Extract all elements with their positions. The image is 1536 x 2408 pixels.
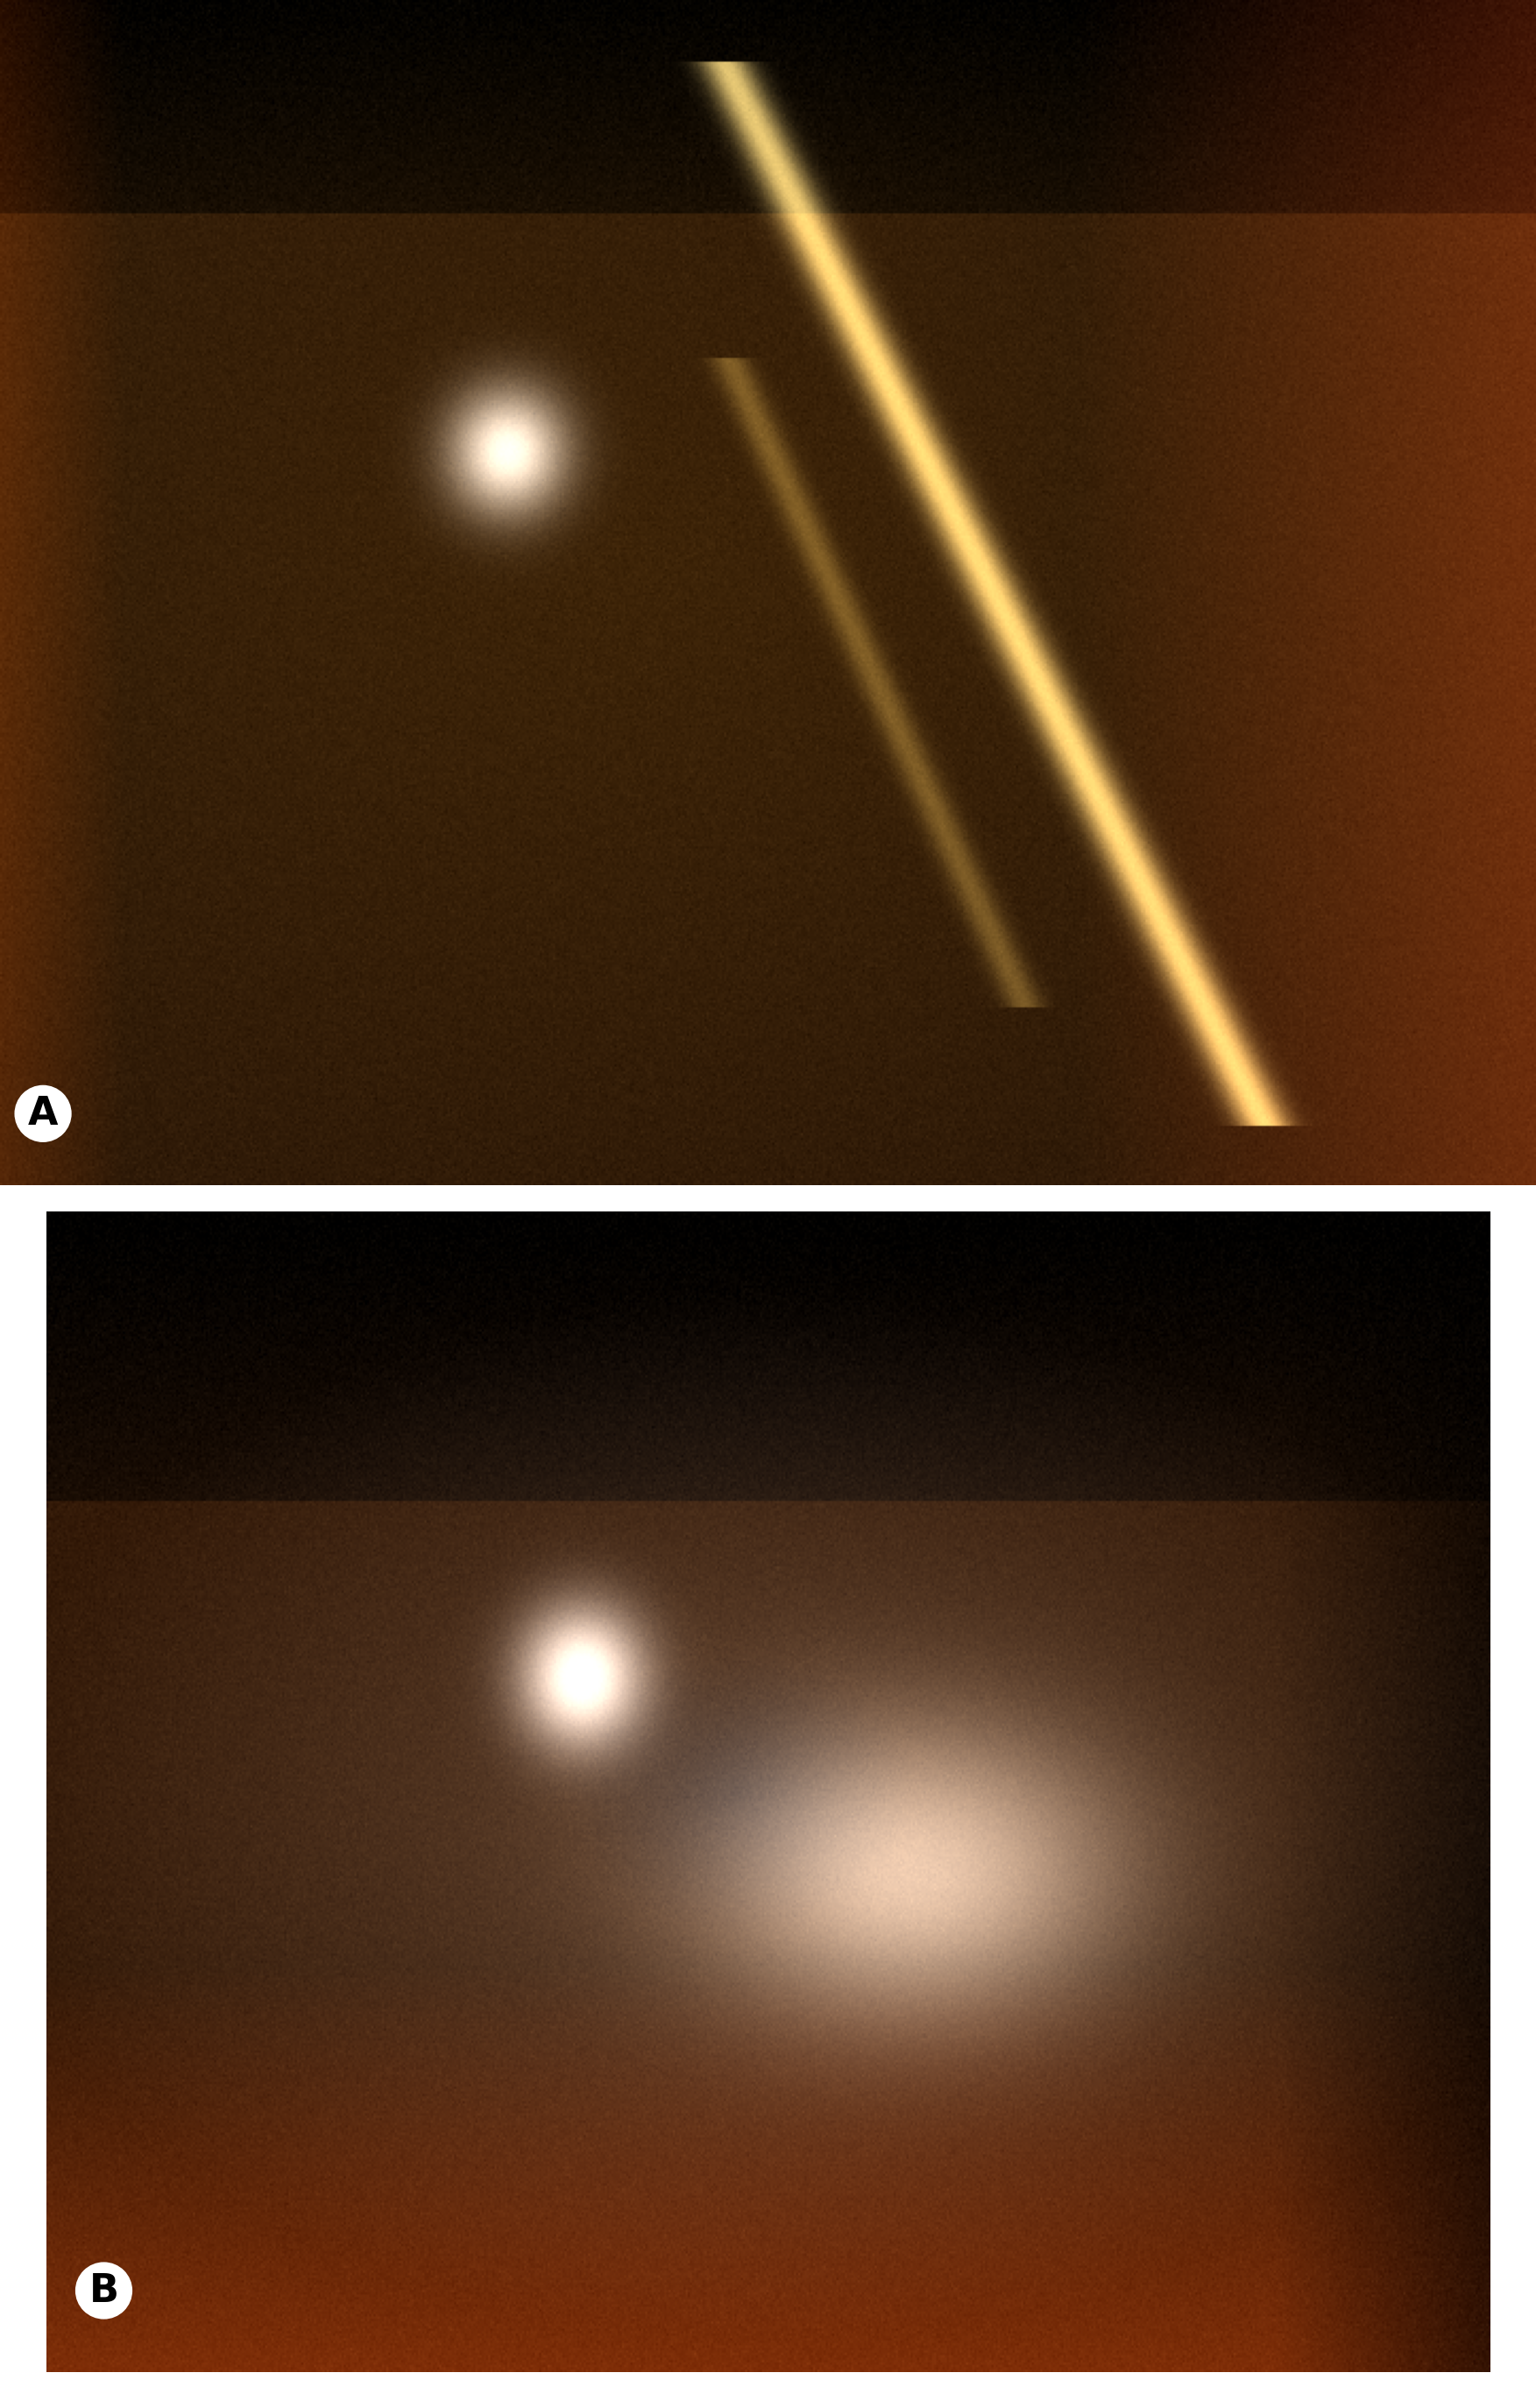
Text: A: A <box>28 1096 58 1132</box>
Text: B: B <box>89 2271 118 2309</box>
